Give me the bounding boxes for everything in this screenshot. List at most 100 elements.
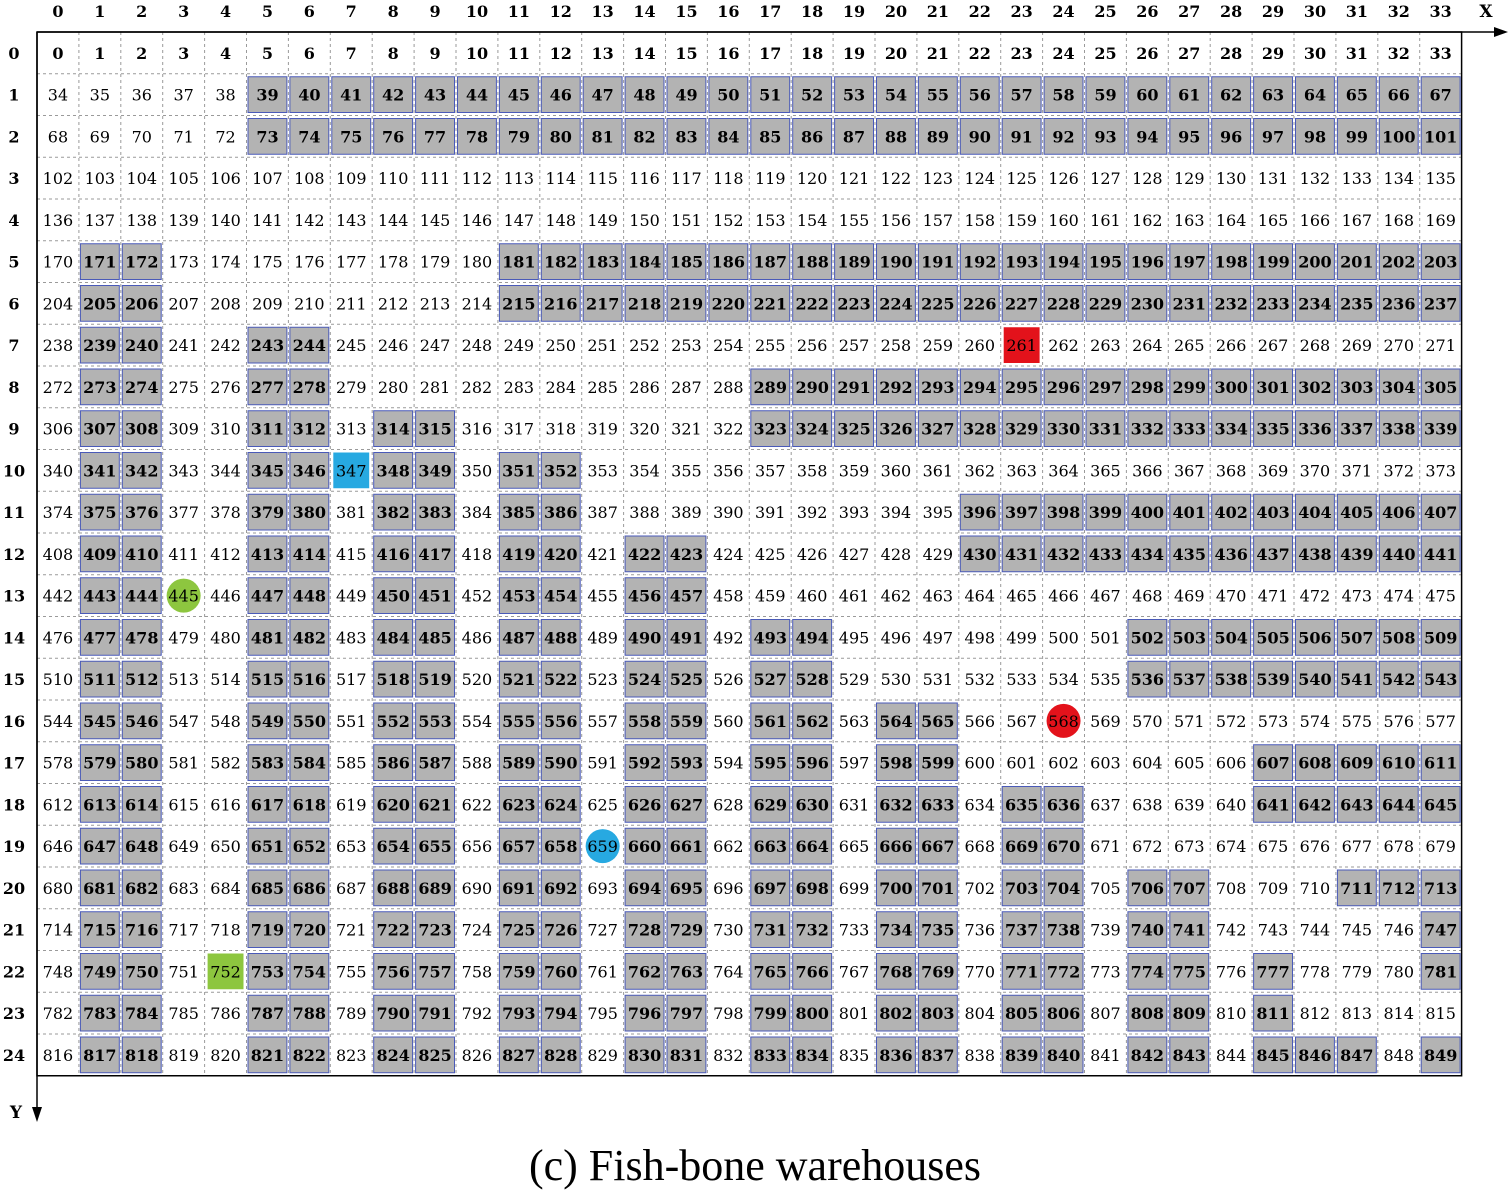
cell-number: 72 [215, 127, 235, 146]
cell-number: 425 [755, 545, 786, 564]
cell-number: 243 [251, 336, 284, 355]
shelf-cell-457 [666, 577, 707, 614]
shelf-cell-222 [792, 285, 833, 322]
cell-number: 221 [754, 294, 787, 313]
cell-number: 187 [754, 253, 787, 272]
shelf-cell-821 [247, 1036, 288, 1074]
cell-number: 320 [629, 420, 660, 439]
shelf-cell-65 [1336, 76, 1377, 113]
cell-number: 170 [43, 253, 74, 272]
shelf-cell-590 [540, 744, 581, 781]
cell-number: 188 [795, 253, 828, 272]
cell-number: 583 [251, 754, 284, 773]
cell-number: 597 [839, 754, 870, 773]
cell-number: 95 [1178, 127, 1200, 146]
shelf-cell-299 [1169, 368, 1210, 406]
cell-number: 802 [879, 1004, 912, 1023]
shelf-cell-695 [666, 869, 707, 907]
cell-number: 75 [340, 127, 362, 146]
x-tick-label: 28 [1220, 2, 1242, 21]
cell-number: 469 [1174, 587, 1205, 606]
cell-number: 492 [713, 628, 744, 647]
cell-number: 464 [964, 587, 995, 606]
shelf-cell-244 [289, 326, 330, 364]
cell-number: 539 [1256, 670, 1289, 689]
cell-number: 308 [125, 420, 158, 439]
cell-number: 719 [251, 921, 284, 940]
cell-number: 710 [1300, 879, 1331, 898]
cell-number: 538 [1214, 670, 1247, 689]
shelf-cell-325 [834, 410, 874, 447]
cell-number: 574 [1300, 712, 1331, 731]
cell-number: 303 [1340, 378, 1373, 397]
cell-number: 152 [713, 211, 744, 230]
cell-number: 412 [210, 545, 241, 564]
cell-number: 161 [1090, 211, 1121, 230]
shelf-cell-490 [624, 619, 665, 656]
cell-number: 625 [587, 795, 618, 814]
cell-number: 665 [839, 837, 870, 856]
cell-number: 82 [633, 127, 655, 146]
cell-number: 0 [52, 44, 63, 63]
cell-number: 207 [168, 294, 199, 313]
cell-number: 396 [963, 503, 996, 522]
shelf-cell-556 [540, 702, 581, 740]
shelf-cell-802 [876, 994, 916, 1032]
cell-number: 8 [388, 44, 399, 63]
cell-number: 766 [795, 962, 828, 981]
shelf-cell-834 [792, 1036, 833, 1074]
cell-number: 337 [1340, 420, 1373, 439]
cell-number: 297 [1089, 378, 1122, 397]
cell-number: 785 [168, 1004, 199, 1023]
cell-number: 565 [921, 712, 954, 731]
cell-number: 350 [462, 461, 493, 480]
y-tick-label: 13 [3, 587, 25, 606]
shelf-cell-396 [959, 493, 1000, 531]
cell-number: 736 [964, 921, 995, 940]
shelf-cell-849 [1420, 1036, 1461, 1074]
cell-number: 200 [1298, 253, 1331, 272]
cell-number: 576 [1383, 712, 1414, 731]
shelf-cell-48 [624, 76, 665, 113]
cell-number: 340 [43, 461, 74, 480]
cell-number: 820 [210, 1046, 241, 1065]
cell-number: 29 [1262, 44, 1284, 63]
shelf-cell-505 [1253, 619, 1293, 656]
shelf-cell-484 [373, 619, 414, 656]
shelf-cell-833 [750, 1036, 791, 1074]
cell-number: 608 [1298, 754, 1331, 773]
cell-number: 443 [83, 587, 116, 606]
shelf-cell-77 [415, 118, 456, 155]
shelf-cell-450 [373, 577, 414, 614]
shelf-cell-579 [79, 744, 120, 781]
cell-number: 422 [628, 545, 661, 564]
cell-number: 642 [1298, 795, 1331, 814]
shelf-cell-171 [79, 243, 120, 280]
cell-number: 628 [713, 795, 744, 814]
cell-number: 466 [1048, 587, 1079, 606]
shelf-cell-434 [1127, 535, 1168, 573]
shelf-cell-436 [1211, 535, 1252, 573]
cell-number: 128 [1132, 169, 1163, 188]
cell-number: 842 [1131, 1046, 1164, 1065]
shelf-cell-273 [79, 368, 120, 406]
shelf-cell-783 [79, 994, 120, 1032]
cell-number: 213 [420, 294, 451, 313]
shelf-cell-840 [1043, 1036, 1084, 1074]
x-tick-label: 1 [94, 2, 105, 21]
cell-number: 21 [927, 44, 949, 63]
cell-number: 285 [587, 378, 618, 397]
shelf-cell-331 [1085, 410, 1126, 447]
cell-number: 695 [670, 879, 703, 898]
cell-number: 518 [376, 670, 409, 689]
shelf-cell-341 [79, 452, 120, 489]
cell-number: 617 [251, 795, 284, 814]
cell-number: 181 [502, 253, 535, 272]
cell-number: 779 [1342, 962, 1373, 981]
cell-number: 645 [1424, 795, 1457, 814]
cell-number: 348 [376, 461, 409, 480]
cell-number: 418 [462, 545, 493, 564]
cell-number: 586 [376, 754, 409, 773]
cell-number: 524 [628, 670, 661, 689]
shelf-cell-326 [876, 410, 916, 447]
